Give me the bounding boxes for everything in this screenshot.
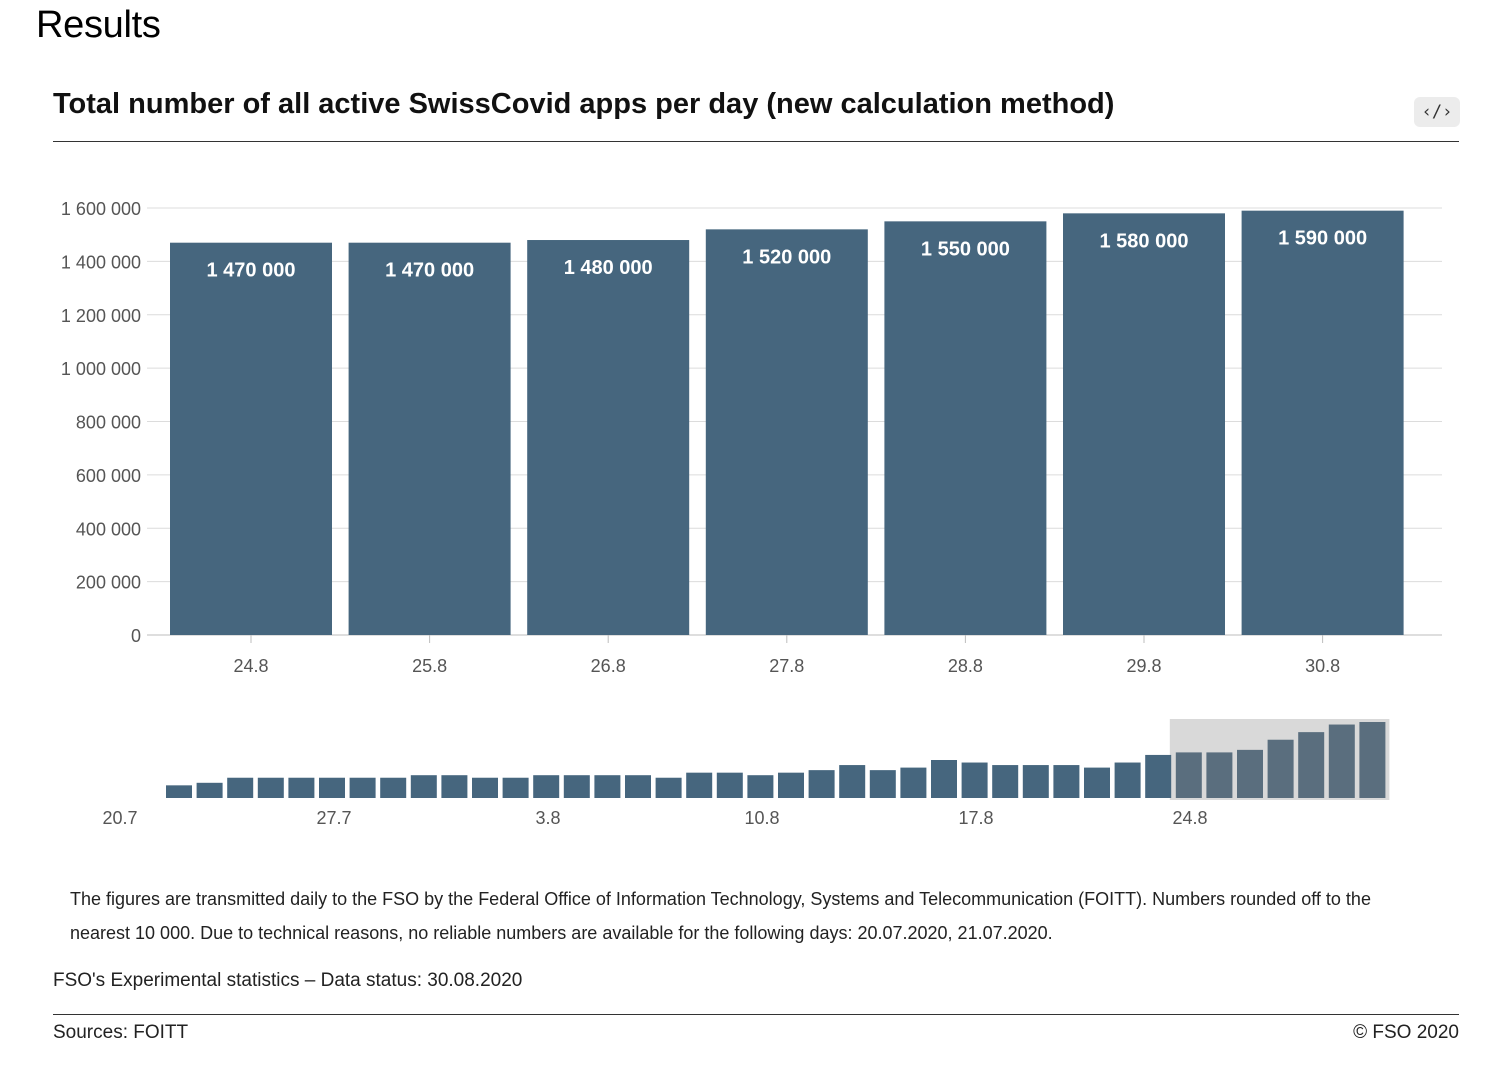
overview-bar: [533, 775, 560, 798]
y-axis-tick-labels: 0 200 000 400 000 600 000 800 000 1 000 000 1 …: [61, 199, 141, 646]
overview-bar: [1053, 765, 1080, 798]
overview-bar: [1175, 752, 1202, 798]
footnote: The figures are transmitted daily to the…: [70, 889, 1371, 943]
overview-bar: [1022, 765, 1049, 798]
bar: [170, 242, 332, 635]
overview-x-axis: 20.7 27.7 3.8 10.8 17.8 24.8: [102, 808, 1207, 828]
overview-bar: [472, 777, 498, 798]
bars: [170, 210, 1404, 635]
bar-data-label: 1 470 000: [385, 260, 474, 282]
bar: [705, 229, 868, 635]
overview-brush-chart[interactable]: 20.7 27.7 3.8 10.8 17.8 24.8: [0, 705, 1492, 835]
overview-bar: [1206, 752, 1233, 798]
main-bar-chart: 0 200 000 400 000 600 000 800 000 1 000 000 1 …: [61, 199, 1442, 676]
overview-bar: [257, 777, 284, 798]
overview-bar: [655, 777, 682, 798]
y-tick-label: 600 000: [76, 466, 141, 486]
overview-bar: [625, 775, 651, 798]
copyright-text: © FSO 2020: [1353, 1022, 1459, 1043]
overview-bar: [227, 777, 254, 798]
overview-bar: [1084, 767, 1110, 798]
bar: [1063, 213, 1225, 635]
x-tick-label: 26.8: [591, 656, 626, 676]
code-icon: ‹/›: [1421, 102, 1453, 122]
bar-data-label: 1 580 000: [1100, 230, 1189, 252]
y-tick-label: 400 000: [76, 519, 141, 539]
overview-bar: [900, 767, 927, 798]
overview-bar: [563, 775, 590, 798]
overview-bar: [166, 785, 192, 798]
page-heading: Results: [36, 4, 161, 46]
overview-bar: [1298, 732, 1325, 798]
overview-bar: [319, 777, 345, 798]
overview-bars: [166, 722, 1386, 798]
overview-x-tick-label: 10.8: [744, 808, 779, 828]
overview-bar: [1145, 754, 1172, 798]
overview-bar: [1328, 724, 1355, 798]
overview-bar: [961, 762, 988, 798]
overview-bar: [380, 777, 407, 798]
bar-data-label: 1 470 000: [207, 260, 296, 282]
overview-bar: [992, 765, 1019, 798]
overview-bar: [686, 772, 713, 798]
overview-bar: [349, 777, 376, 798]
overview-bar: [196, 782, 223, 798]
y-tick-label: 1 200 000: [61, 306, 141, 326]
overview-bar: [410, 775, 437, 798]
bar: [348, 242, 511, 635]
x-tick-label: 25.8: [412, 656, 447, 676]
y-tick-label: 0: [131, 626, 141, 646]
overview-bar: [441, 775, 468, 798]
overview-bar: [1237, 749, 1263, 798]
x-tick-label: 24.8: [233, 656, 268, 676]
x-tick-label: 30.8: [1305, 656, 1340, 676]
sources-text: Sources: FOITT: [53, 1022, 189, 1043]
overview-bar: [716, 772, 743, 798]
bar-data-label: 1 480 000: [564, 257, 653, 279]
overview-x-tick-label: 27.7: [316, 808, 351, 828]
overview-bar: [778, 772, 804, 798]
overview-bar: [839, 765, 866, 798]
overview-x-tick-label: 24.8: [1172, 808, 1207, 828]
bar-data-label: 1 520 000: [742, 246, 831, 268]
bar: [1241, 210, 1404, 635]
x-tick-label: 27.8: [769, 656, 804, 676]
overview-bar: [1114, 762, 1141, 798]
embed-code-button[interactable]: ‹/›: [1414, 97, 1460, 127]
overview-bar: [1267, 739, 1294, 798]
chart-title: Total number of all active SwissCovid ap…: [53, 88, 1115, 120]
y-tick-label: 1 600 000: [61, 199, 141, 219]
overview-x-tick-label: 3.8: [535, 808, 560, 828]
y-tick-label: 1 400 000: [61, 252, 141, 272]
y-tick-label: 200 000: [76, 573, 141, 593]
y-tick-label: 800 000: [76, 413, 141, 433]
bar-data-label: 1 550 000: [921, 238, 1010, 260]
overview-x-tick-label: 17.8: [958, 808, 993, 828]
bar-data-label: 1 590 000: [1278, 228, 1367, 250]
overview-bar: [502, 777, 529, 798]
title-divider: [53, 141, 1459, 142]
overview-bar: [594, 775, 621, 798]
overview-bar: [1359, 722, 1386, 798]
data-status: FSO's Experimental statistics – Data sta…: [53, 970, 523, 991]
x-tick-label: 29.8: [1126, 656, 1161, 676]
x-axis: 24.8 25.8 26.8 27.8 28.8 29.8 30.8: [233, 635, 1340, 676]
overview-bar: [931, 760, 957, 798]
bar: [527, 240, 690, 635]
overview-bar: [747, 775, 774, 798]
y-tick-label: 1 000 000: [61, 359, 141, 379]
bar: [884, 221, 1047, 635]
overview-bar: [808, 770, 835, 798]
overview-bar: [869, 770, 896, 798]
footer-divider: [53, 1014, 1459, 1015]
overview-bar: [288, 777, 315, 798]
overview-x-tick-label: 20.7: [102, 808, 137, 828]
bar-data-labels: 1 470 000 1 470 000 1 480 000 1 520 000 1 55…: [207, 228, 1368, 282]
x-tick-label: 28.8: [948, 656, 983, 676]
